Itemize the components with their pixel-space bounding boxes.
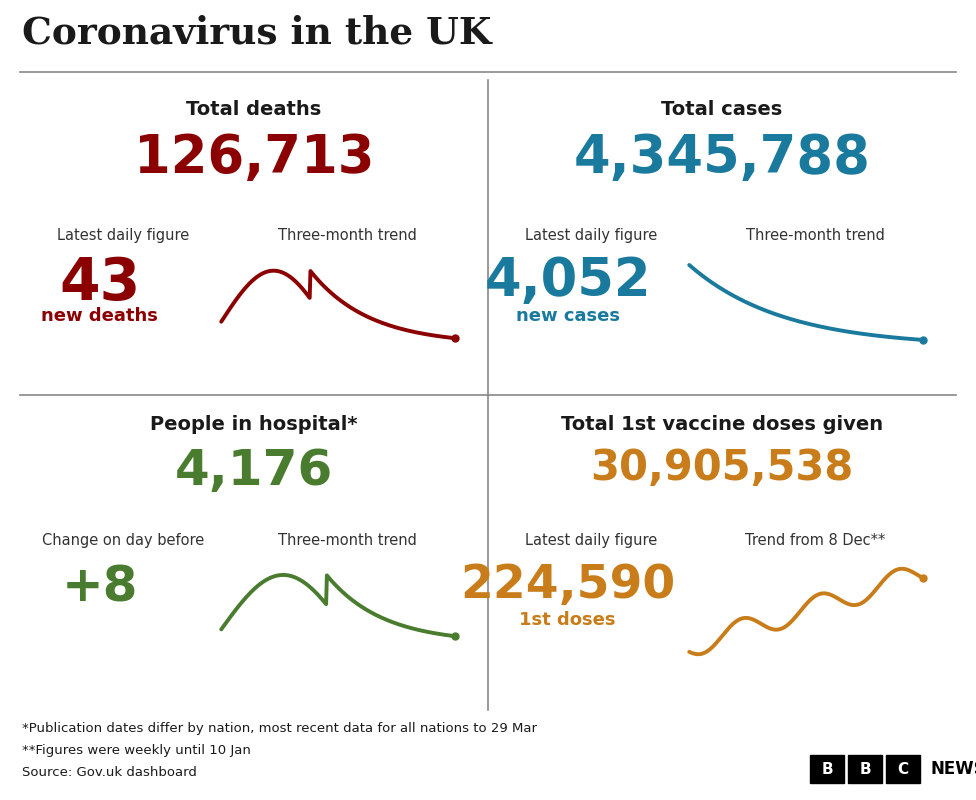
- Text: Coronavirus in the UK: Coronavirus in the UK: [22, 15, 492, 52]
- Text: Latest daily figure: Latest daily figure: [57, 228, 189, 243]
- Text: Three-month trend: Three-month trend: [747, 228, 885, 243]
- Text: Total cases: Total cases: [662, 100, 783, 119]
- Text: Three-month trend: Three-month trend: [278, 228, 417, 243]
- FancyBboxPatch shape: [810, 755, 844, 783]
- Text: Total deaths: Total deaths: [186, 100, 322, 119]
- Text: 43: 43: [59, 255, 141, 312]
- Text: C: C: [898, 762, 909, 777]
- Text: *Publication dates differ by nation, most recent data for all nations to 29 Mar: *Publication dates differ by nation, mos…: [22, 722, 537, 735]
- Text: new deaths: new deaths: [41, 307, 158, 325]
- Text: Change on day before: Change on day before: [42, 533, 204, 548]
- Text: Source: Gov.uk dashboard: Source: Gov.uk dashboard: [22, 766, 197, 779]
- Text: 1st doses: 1st doses: [519, 611, 616, 629]
- Text: NEWS: NEWS: [930, 760, 976, 778]
- Text: B: B: [821, 762, 833, 777]
- Text: 4,345,788: 4,345,788: [574, 132, 871, 184]
- Text: +8: +8: [61, 563, 138, 611]
- Text: Three-month trend: Three-month trend: [278, 533, 417, 548]
- Text: B: B: [859, 762, 871, 777]
- Text: Total 1st vaccine doses given: Total 1st vaccine doses given: [561, 415, 883, 434]
- Text: 30,905,538: 30,905,538: [590, 447, 854, 489]
- FancyBboxPatch shape: [848, 755, 882, 783]
- Text: People in hospital*: People in hospital*: [150, 415, 358, 434]
- FancyBboxPatch shape: [886, 755, 920, 783]
- Text: 4,176: 4,176: [175, 447, 333, 495]
- Text: new cases: new cases: [515, 307, 620, 325]
- Text: 126,713: 126,713: [134, 132, 374, 184]
- Text: Trend from 8 Dec**: Trend from 8 Dec**: [746, 533, 886, 548]
- Text: 4,052: 4,052: [484, 255, 651, 307]
- Text: **Figures were weekly until 10 Jan: **Figures were weekly until 10 Jan: [22, 744, 251, 757]
- Text: Latest daily figure: Latest daily figure: [525, 533, 657, 548]
- Text: Latest daily figure: Latest daily figure: [525, 228, 657, 243]
- Text: 224,590: 224,590: [460, 563, 675, 608]
